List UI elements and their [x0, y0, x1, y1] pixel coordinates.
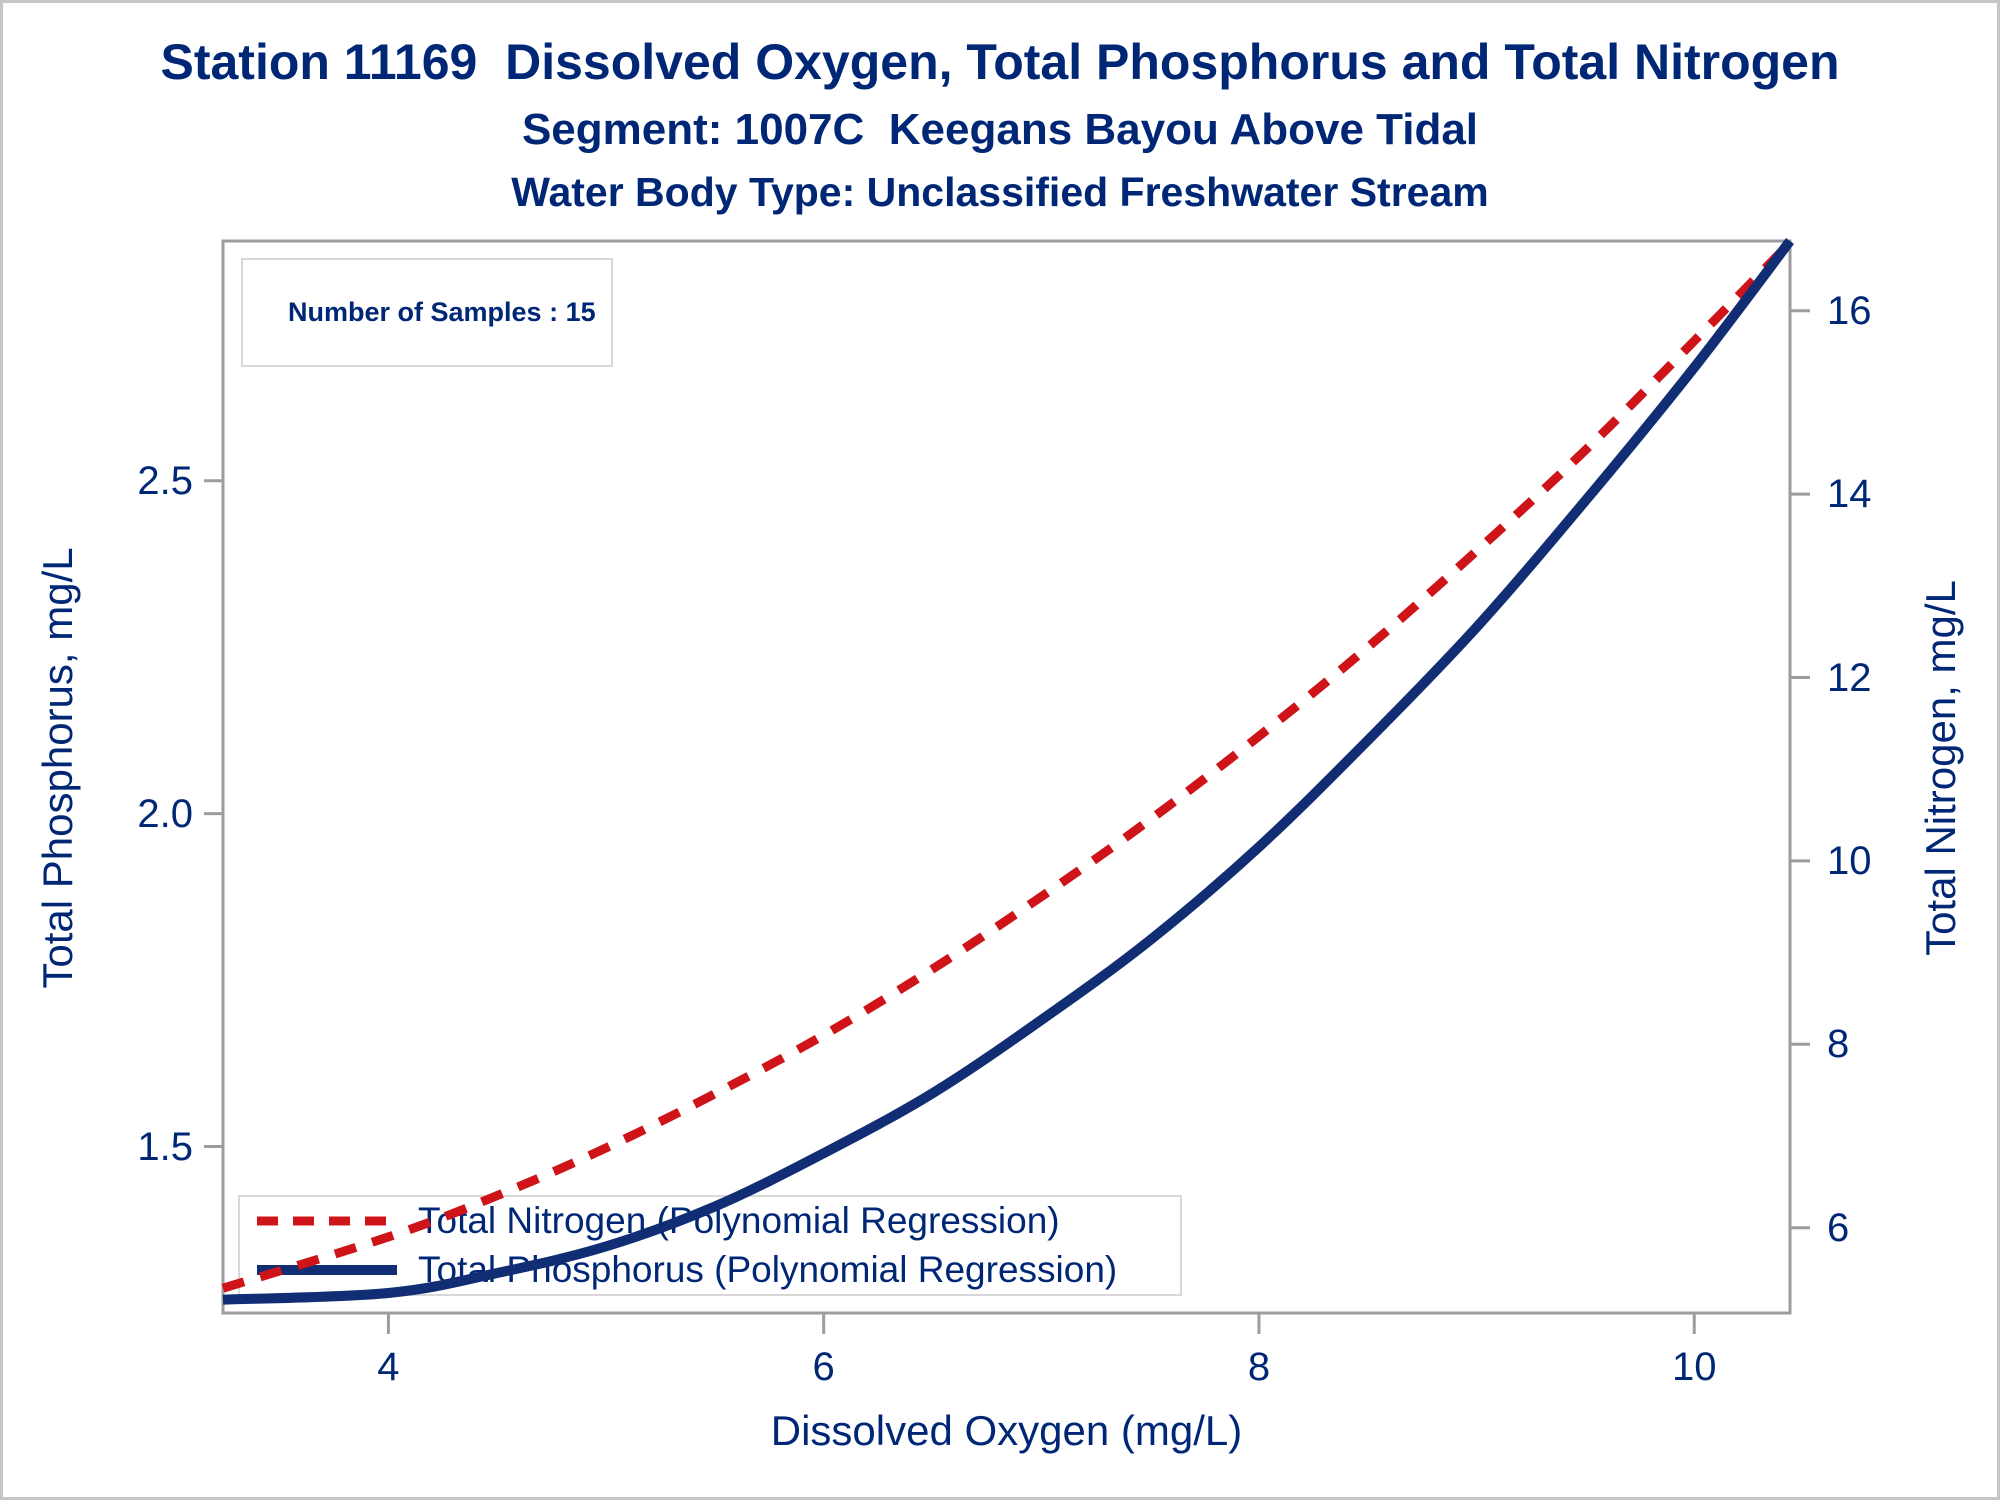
chart-subtitle-waterbody: Water Body Type: Unclassified Freshwater… [511, 169, 1489, 215]
legend-label-nitrogen: Total Nitrogen (Polynomial Regression) [418, 1200, 1060, 1242]
x-tick-label: 4 [377, 1345, 400, 1389]
x-tick-label: 10 [1671, 1345, 1717, 1389]
legend: Total Nitrogen (Polynomial Regression) T… [238, 1195, 1182, 1296]
legend-row-nitrogen: Total Nitrogen (Polynomial Regression) [240, 1197, 1180, 1246]
x-axis-label: Dissolved Oxygen (mg/L) [770, 1407, 1243, 1454]
phosphorus-solid-line-sample [257, 1264, 397, 1275]
legend-row-phosphorus: Total Phosphorus (Polynomial Regression) [240, 1246, 1180, 1295]
nitrogen-curve [221, 239, 1794, 1293]
y-right-tick-label: 6 [1827, 1205, 1850, 1250]
y-right-tick-label: 14 [1827, 472, 1872, 517]
y-left-tick-label: 2.5 [137, 458, 193, 503]
y-right-tick-label: 10 [1827, 838, 1872, 883]
samples-count-box: Number of Samples : 15 [241, 258, 613, 367]
phosphorus-curve [222, 237, 1794, 1305]
y-left-tick-label: 2.0 [137, 791, 193, 836]
y-right-tick-label: 16 [1827, 288, 1872, 333]
y-left-tick-label: 1.5 [137, 1124, 193, 1169]
legend-label-phosphorus: Total Phosphorus (Polynomial Regression) [418, 1248, 1118, 1290]
y-right-tick-label: 12 [1827, 655, 1872, 700]
y-axis-label-left: Total Phosphorus, mg/L [34, 547, 81, 989]
chart-subtitle-segment: Segment: 1007C Keegans Bayou Above Tidal [521, 105, 1479, 154]
x-tick-label: 6 [812, 1345, 835, 1389]
y-right-tick-label: 8 [1827, 1022, 1850, 1067]
nitrogen-dashed-line-sample [257, 1216, 397, 1226]
plot-frame [221, 239, 1792, 1315]
y-axis-label-right: Total Nitrogen, mg/L [1917, 580, 1964, 956]
samples-count-text: Number of Samples : 15 [288, 297, 596, 327]
chart-title: Station 11169 Dissolved Oxygen, Total Ph… [160, 34, 1840, 90]
x-tick-label: 8 [1247, 1345, 1271, 1389]
